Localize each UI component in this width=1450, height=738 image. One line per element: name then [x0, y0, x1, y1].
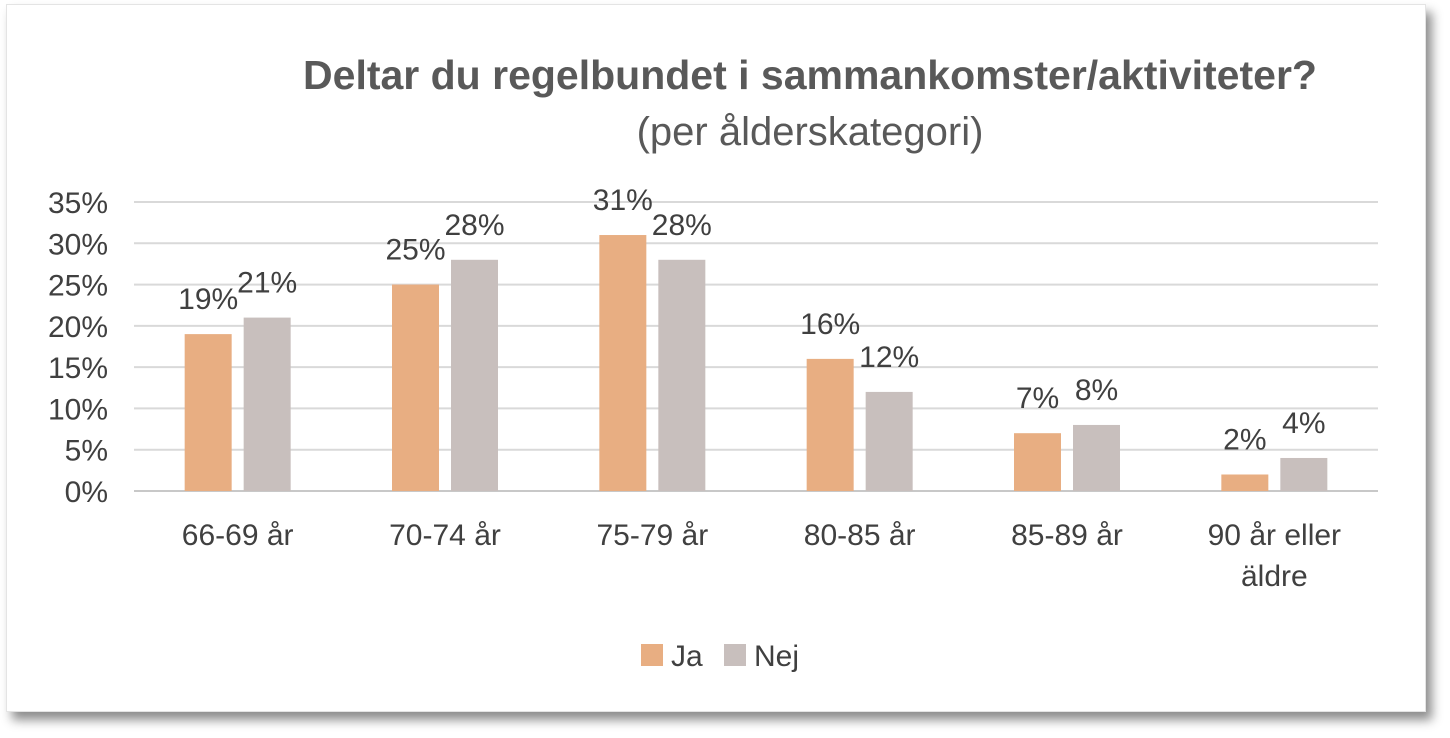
- bar-nej: [865, 391, 913, 491]
- legend-label-nej: Nej: [754, 640, 799, 673]
- x-category-label: 80-85 år: [804, 519, 916, 552]
- y-tick-label: 25%: [48, 270, 108, 303]
- bar-ja: [806, 358, 854, 491]
- bar-nej: [658, 259, 706, 491]
- chart-subtitle: (per ålderskategori): [636, 110, 984, 154]
- x-category-label: 75-79 år: [596, 519, 708, 552]
- chart-card: [6, 4, 1426, 712]
- y-tick-label: 35%: [48, 187, 108, 220]
- bar-nej: [1073, 424, 1120, 491]
- y-tick-label: 5%: [65, 435, 108, 468]
- bar-nej: [1280, 457, 1328, 491]
- bar-ja: [1221, 474, 1269, 491]
- data-label-ja: 7%: [1016, 382, 1059, 415]
- data-label-nej: 28%: [652, 209, 712, 242]
- y-tick-label: 20%: [48, 311, 108, 344]
- legend-label-ja: Ja: [671, 640, 703, 673]
- data-label-ja: 16%: [800, 308, 860, 341]
- y-tick-label: 0%: [65, 476, 108, 509]
- data-label-nej: 8%: [1075, 374, 1118, 407]
- chart-title: Deltar du regelbundet i sammankomster/ak…: [303, 52, 1317, 98]
- data-label-ja: 25%: [385, 234, 445, 267]
- bar-ja: [1014, 433, 1061, 491]
- bar-nej: [243, 317, 291, 491]
- y-tick-label: 10%: [48, 393, 108, 426]
- data-label-ja: 19%: [178, 283, 238, 316]
- y-tick-label: 30%: [48, 228, 108, 261]
- data-label-nej: 12%: [859, 341, 919, 374]
- data-label-ja: 2%: [1223, 423, 1266, 456]
- bar-ja: [184, 334, 232, 491]
- legend-swatch-nej: [724, 644, 746, 666]
- legend-swatch-ja: [641, 644, 663, 666]
- data-label-ja: 31%: [593, 184, 653, 217]
- bar-nej: [451, 259, 498, 491]
- data-label-nej: 28%: [444, 209, 504, 242]
- y-tick-label: 15%: [48, 352, 108, 385]
- x-category-label: 66-69 år: [182, 519, 294, 552]
- x-category-label: 90 år eller äldre: [1208, 519, 1341, 593]
- data-label-nej: 4%: [1282, 407, 1325, 440]
- x-category-label: 70-74 år: [389, 519, 501, 552]
- bar-ja: [599, 235, 647, 491]
- bar-ja: [392, 284, 439, 491]
- x-category-label: 85-89 år: [1011, 519, 1123, 552]
- data-label-nej: 21%: [237, 267, 297, 300]
